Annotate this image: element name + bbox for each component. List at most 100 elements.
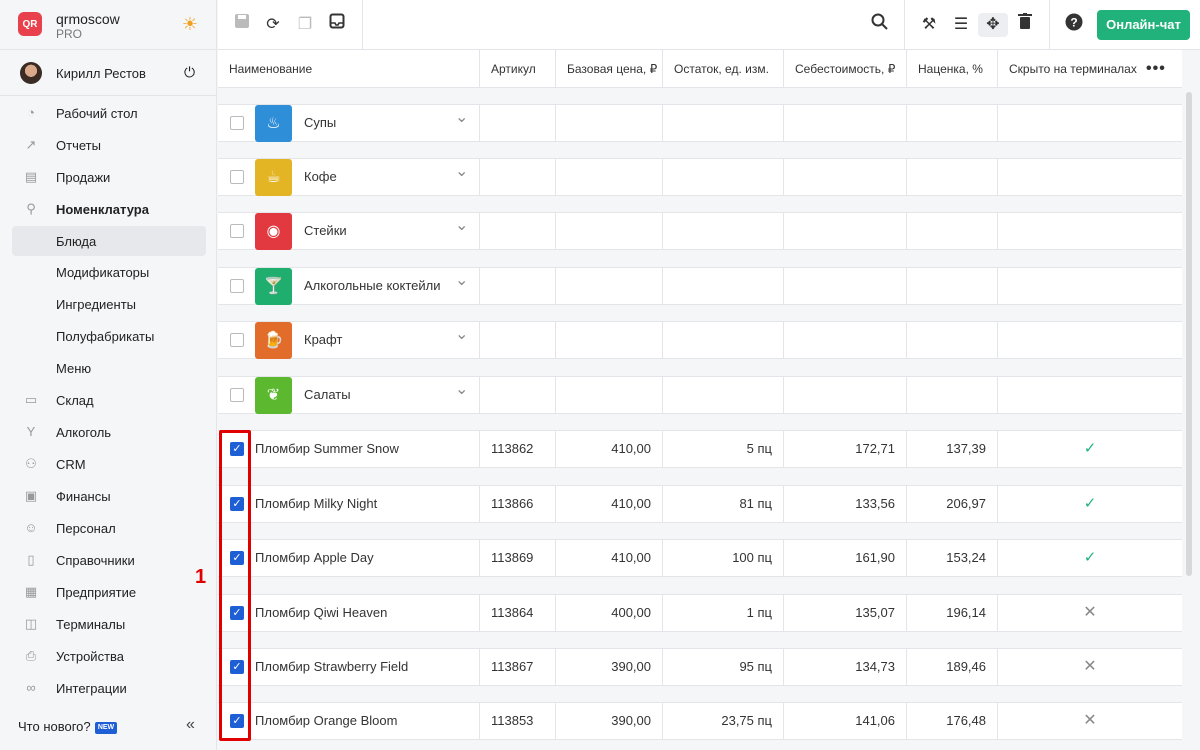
column-header-sku[interactable]: Артикул [480, 50, 556, 88]
soup-icon: ♨ [255, 105, 292, 142]
sidebar-item[interactable]: ⚲ Номенклатура [12, 194, 206, 224]
sidebar-item[interactable]: ◔ Рабочий стол [12, 98, 206, 128]
salad-icon: ❦ [255, 377, 292, 414]
sidebar-item[interactable]: Блюда [12, 226, 206, 256]
sidebar-item[interactable]: Полуфабрикаты [12, 321, 206, 351]
cost-cell: 161,90 [784, 540, 907, 576]
item-name-cell: ✓ Пломбир Orange Bloom [218, 703, 480, 739]
column-header-cost[interactable]: Себестоимость, ₽ [784, 50, 907, 88]
sidebar-item[interactable]: ▦ Предприятие [12, 577, 206, 607]
category-label: Крафт [304, 332, 343, 347]
sidebar-item[interactable]: Y Алкоголь [12, 417, 206, 447]
table-row[interactable]: ✓ Пломбир Strawberry Field 113867 390,00 95 … [218, 648, 1182, 686]
chevron-down-icon[interactable]: ⌄ [455, 326, 469, 343]
column-header-hidden-on-terminals[interactable]: Скрыто на терминалах [1009, 62, 1137, 76]
collapse-sidebar-icon[interactable]: « [186, 716, 195, 733]
chevron-down-icon[interactable]: ⌄ [455, 109, 469, 126]
column-header-price[interactable]: Базовая цена, ₽ [556, 50, 663, 88]
chevron-down-icon[interactable]: ⌄ [455, 163, 469, 180]
theme-toggle-sun-icon[interactable]: ☀ [181, 14, 199, 34]
whats-new-link[interactable]: Что нового? [18, 719, 91, 734]
table-row[interactable]: ✓ Пломбир Apple Day 113869 410,00 100 пц 161,… [218, 539, 1182, 577]
chevron-down-icon[interactable]: ⌄ [455, 272, 469, 289]
category-row[interactable]: ☕ Кофе ⌄ [218, 158, 1182, 196]
sku-cell: 113853 [480, 703, 556, 739]
help-icon[interactable]: ? [1062, 13, 1086, 37]
sidebar-item[interactable]: ⎙ Устройства [12, 641, 206, 671]
cross-icon: ✕ [1083, 712, 1097, 729]
row-checkbox[interactable] [230, 333, 244, 347]
sidebar-item[interactable]: ☺ Персонал [12, 513, 206, 543]
chevron-down-icon[interactable]: ⌄ [455, 217, 469, 234]
category-label: Кофе [304, 169, 337, 184]
category-row[interactable]: ❦ Салаты ⌄ [218, 376, 1182, 414]
sidebar-item-label: Персонал [56, 521, 116, 536]
user-name[interactable]: Кирилл Рестов [56, 66, 146, 81]
markup-cell: 189,46 [907, 649, 998, 685]
inbox-icon[interactable] [325, 13, 349, 37]
chevron-down-icon[interactable]: ⌄ [455, 381, 469, 398]
row-checkbox[interactable]: ✓ [230, 442, 244, 456]
online-chat-button[interactable]: Онлайн-чат [1097, 10, 1190, 40]
category-label: Стейки [304, 223, 347, 238]
sidebar-item[interactable]: ↗ Отчеты [12, 130, 206, 160]
vertical-scrollbar[interactable] [1186, 92, 1192, 576]
terminal-icon: ◫ [24, 616, 38, 631]
column-header-markup[interactable]: Наценка, % [907, 50, 998, 88]
sidebar-item-label: Предприятие [56, 585, 137, 600]
warehouse-icon: ▭ [24, 392, 38, 407]
row-checkbox[interactable]: ✓ [230, 660, 244, 674]
price-cell: 410,00 [556, 486, 663, 522]
delete-trash-icon[interactable] [1013, 13, 1037, 37]
save-icon[interactable] [230, 13, 254, 37]
logout-power-icon[interactable]: ⏻ [184, 64, 196, 80]
search-icon[interactable] [867, 13, 891, 37]
list-icon[interactable]: ☰ [953, 16, 969, 33]
row-checkbox[interactable] [230, 170, 244, 184]
move-icon[interactable]: ✥ [978, 13, 1008, 37]
sidebar-item[interactable]: ◫ Терминалы [12, 609, 206, 639]
column-header-stock[interactable]: Остаток, ед. изм. [663, 50, 784, 88]
row-checkbox[interactable]: ✓ [230, 497, 244, 511]
category-row[interactable]: ◉ Стейки ⌄ [218, 212, 1182, 250]
row-checkbox[interactable]: ✓ [230, 606, 244, 620]
sidebar-item[interactable]: ∞ Интеграции [12, 673, 206, 703]
sidebar-item[interactable]: ▭ Склад [12, 385, 206, 415]
sidebar-item[interactable]: Модификаторы [12, 257, 206, 287]
table-row[interactable]: ✓ Пломбир Summer Snow 113862 410,00 5 пц 172,… [218, 430, 1182, 468]
app-logo[interactable]: QR [18, 12, 42, 36]
row-checkbox[interactable]: ✓ [230, 551, 244, 565]
row-checkbox[interactable]: ✓ [230, 714, 244, 728]
category-row[interactable]: 🍸 Алкогольные коктейли ⌄ [218, 267, 1182, 305]
price-cell: 410,00 [556, 540, 663, 576]
category-row[interactable]: 🍺 Крафт ⌄ [218, 321, 1182, 359]
sidebar-item[interactable]: Ингредиенты [12, 289, 206, 319]
row-checkbox[interactable] [230, 279, 244, 293]
sidebar-item[interactable]: ▤ Продажи [12, 162, 206, 192]
empty-cell [784, 322, 907, 358]
row-checkbox[interactable] [230, 388, 244, 402]
sidebar-item[interactable]: ▣ Финансы [12, 481, 206, 511]
row-checkbox[interactable] [230, 224, 244, 238]
sidebar-item[interactable]: ▯ Справочники [12, 545, 206, 575]
cost-cell: 133,56 [784, 486, 907, 522]
more-options-icon[interactable]: ••• [1146, 60, 1166, 77]
tools-icon[interactable]: ⚒ [921, 16, 937, 33]
copy-icon[interactable]: ❐ [297, 16, 313, 33]
empty-cell [907, 377, 998, 413]
table-row[interactable]: ✓ Пломбир Qiwi Heaven 113864 400,00 1 пц 135,… [218, 594, 1182, 632]
table-row[interactable]: ✓ Пломбир Milky Night 113866 410,00 81 пц 133… [218, 485, 1182, 523]
avatar[interactable] [20, 62, 42, 84]
category-row[interactable]: ♨ Супы ⌄ [218, 104, 1182, 142]
row-checkbox[interactable] [230, 116, 244, 130]
empty-cell [998, 105, 1182, 141]
cross-icon: ✕ [1083, 658, 1097, 675]
cost-cell: 141,06 [784, 703, 907, 739]
sidebar-item-label: Рабочий стол [56, 106, 138, 121]
sidebar-item[interactable]: Меню [12, 353, 206, 383]
refresh-icon[interactable]: ⟳ [266, 16, 280, 33]
table-row[interactable]: ✓ Пломбир Orange Bloom 113853 390,00 23,75 п… [218, 702, 1182, 740]
column-header-name[interactable]: Наименование [218, 50, 480, 88]
sidebar-item[interactable]: ⚇ CRM [12, 449, 206, 479]
markup-cell: 153,24 [907, 540, 998, 576]
